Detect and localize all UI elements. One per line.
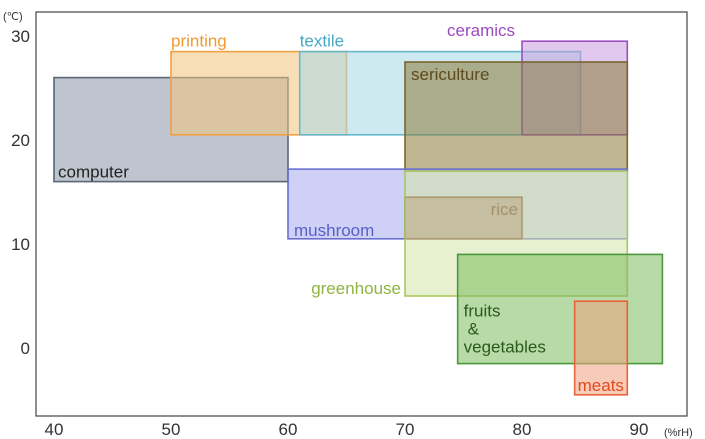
region-sericulture: sericulture (404, 61, 629, 172)
x-tick-90: 90 (630, 420, 649, 439)
y-tick-10: 10 (11, 235, 30, 254)
region-label-greenhouse: greenhouse (311, 279, 401, 298)
region-label-sericulture: sericulture (411, 65, 489, 84)
x-tick-80: 80 (513, 420, 532, 439)
x-tick-40: 40 (45, 420, 64, 439)
region-rect-meats (573, 300, 629, 396)
region-label-ceramics: ceramics (447, 21, 515, 40)
ticks-layer: 40 50 60 70 80 90 0 10 20 30 (11, 27, 648, 439)
region-label-fruits-vegetables: fruits & vegetables (464, 301, 546, 356)
y-tick-20: 20 (11, 131, 30, 150)
region-fruits-vegetables: fruits & vegetables (456, 253, 664, 365)
region-label-mushroom: mushroom (294, 221, 374, 240)
x-tick-50: 50 (162, 420, 181, 439)
regions-layer: computer printing textile ceramics sericultu… (53, 21, 664, 396)
region-rect-sericulture (404, 61, 629, 172)
region-label-computer: computer (58, 163, 129, 182)
region-label-meats: meats (578, 376, 624, 395)
y-unit-label: (℃) (3, 11, 23, 23)
x-tick-60: 60 (279, 420, 298, 439)
region-meats: meats (573, 300, 629, 396)
y-tick-30: 30 (11, 27, 30, 46)
region-rect-fruits-vegetables (456, 253, 664, 365)
x-tick-70: 70 (396, 420, 415, 439)
region-label-printing: printing (171, 32, 227, 51)
x-unit-label: (%rH) (664, 427, 693, 439)
region-label-textile: textile (300, 32, 344, 51)
plot-frame (35, 11, 688, 417)
y-tick-0: 0 (21, 339, 30, 358)
